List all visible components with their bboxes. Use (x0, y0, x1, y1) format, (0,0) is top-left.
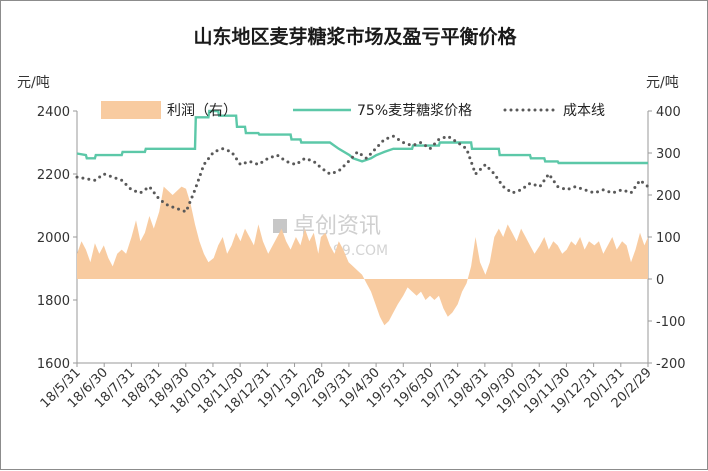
y-right-tick-label: -200 (656, 357, 686, 372)
watermark-subtext: 99.COM (333, 243, 388, 259)
y-right-tick-label: 100 (656, 231, 681, 246)
y-left-unit-label: 元/吨 (17, 75, 50, 91)
legend-cost-label: 成本线 (563, 103, 605, 119)
y-left-tick-label: 2400 (37, 105, 70, 120)
legend-price-label: 75%麦芽糖浆价格 (357, 103, 472, 119)
profit-area-layer (77, 186, 648, 326)
axes (73, 110, 652, 367)
chart-title: 山东地区麦芽糖浆市场及盈亏平衡价格 (193, 25, 517, 48)
y-left-tick-label: 2000 (37, 231, 70, 246)
y-right-tick-label: 300 (656, 147, 681, 162)
y-left-tick-label: 1800 (37, 294, 70, 309)
cost-dots-layer (75, 134, 650, 214)
price-75-line (76, 109, 648, 165)
legend: 利润（右） 75%麦芽糖浆价格 成本线 (101, 101, 605, 119)
cost-line (75, 134, 650, 214)
y-right-tick-label: 200 (656, 189, 681, 204)
y-right-tick-label: 0 (656, 273, 664, 288)
y-right-tick-label: 400 (656, 105, 681, 120)
legend-profit-label: 利润（右） (167, 103, 237, 119)
watermark-text: 卓创资讯 (293, 214, 381, 239)
profit-area (77, 186, 648, 326)
y-right-tick-label: -100 (656, 315, 686, 330)
price-line-layer (76, 109, 648, 165)
legend-profit-swatch (101, 101, 161, 119)
y-right-unit-label: 元/吨 (646, 75, 679, 91)
y-left-tick-label: 2200 (37, 168, 70, 183)
watermark: 卓创资讯 99.COM (273, 214, 388, 259)
y-left-tick-label: 1600 (37, 357, 70, 372)
watermark-logo-icon (273, 219, 287, 233)
